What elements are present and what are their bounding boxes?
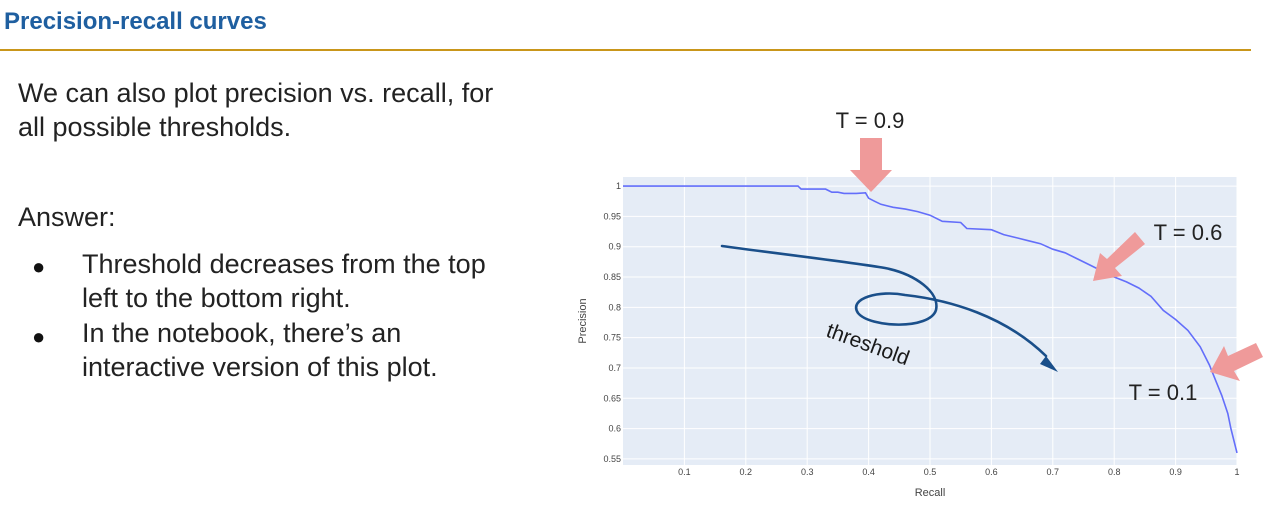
grid-lines xyxy=(623,177,1238,465)
x-tick-label: 0.5 xyxy=(924,467,937,477)
x-tick-label: 0.3 xyxy=(801,467,814,477)
x-axis-label: Recall xyxy=(915,487,946,499)
t01-arrow-icon xyxy=(1210,343,1263,381)
y-tick-label: 0.85 xyxy=(603,272,621,282)
bullet-1-line-2: left to the bottom right. xyxy=(82,283,351,313)
x-tick-label: 0.1 xyxy=(678,467,691,477)
t06-arrow-icon xyxy=(1093,232,1145,281)
intro-line-1: We can also plot precision vs. recall, f… xyxy=(18,78,494,108)
t01-annotation: T = 0.1 xyxy=(1129,380,1198,405)
title-rule xyxy=(0,49,1251,51)
x-tick-label: 0.4 xyxy=(862,467,875,477)
t06-annotation: T = 0.6 xyxy=(1154,220,1223,245)
y-tick-label: 0.9 xyxy=(608,242,621,252)
answer-label: Answer: xyxy=(18,202,116,232)
y-tick-label: 0.8 xyxy=(608,302,621,312)
y-tick-label: 0.65 xyxy=(603,393,621,403)
t09-arrow-icon xyxy=(850,138,892,192)
x-tick-label: 0.7 xyxy=(1047,467,1060,477)
threshold-arrow-line xyxy=(720,244,1048,358)
y-tick-label: 0.95 xyxy=(603,211,621,221)
y-tick-label: 0.55 xyxy=(603,454,621,464)
bullet-dot: ● xyxy=(32,324,46,349)
bullet-dot: ● xyxy=(32,254,46,279)
y-tick-label: 0.6 xyxy=(608,424,621,434)
x-tick-label: 0.6 xyxy=(985,467,998,477)
pr-curve-line xyxy=(623,185,1238,454)
tick-labels: 0.1 0.2 0.3 0.4 0.5 0.6 0.7 0.8 0.9 1 0.55 0.6 0.65 0… xyxy=(603,181,1239,477)
t09-annotation: T = 0.9 xyxy=(836,108,905,133)
bullet-2-line-1: In the notebook, there’s an xyxy=(82,318,402,348)
intro-line-2: all possible thresholds. xyxy=(18,112,292,142)
bullet-2-line-2: interactive version of this plot. xyxy=(82,352,438,382)
y-tick-label: 0.75 xyxy=(603,333,621,343)
bullet-1-line-1: Threshold decreases from the top xyxy=(82,249,486,279)
y-tick-label: 0.7 xyxy=(608,363,621,373)
slide-title: Precision-recall curves xyxy=(4,8,267,35)
y-tick-label: 1 xyxy=(616,181,621,191)
x-tick-label: 0.8 xyxy=(1108,467,1121,477)
threshold-arrow-head xyxy=(1040,356,1058,372)
x-tick-label: 0.2 xyxy=(740,467,753,477)
x-tick-label: 0.9 xyxy=(1169,467,1182,477)
x-tick-label: 1 xyxy=(1234,467,1239,477)
y-axis-label: Precision xyxy=(577,298,589,343)
